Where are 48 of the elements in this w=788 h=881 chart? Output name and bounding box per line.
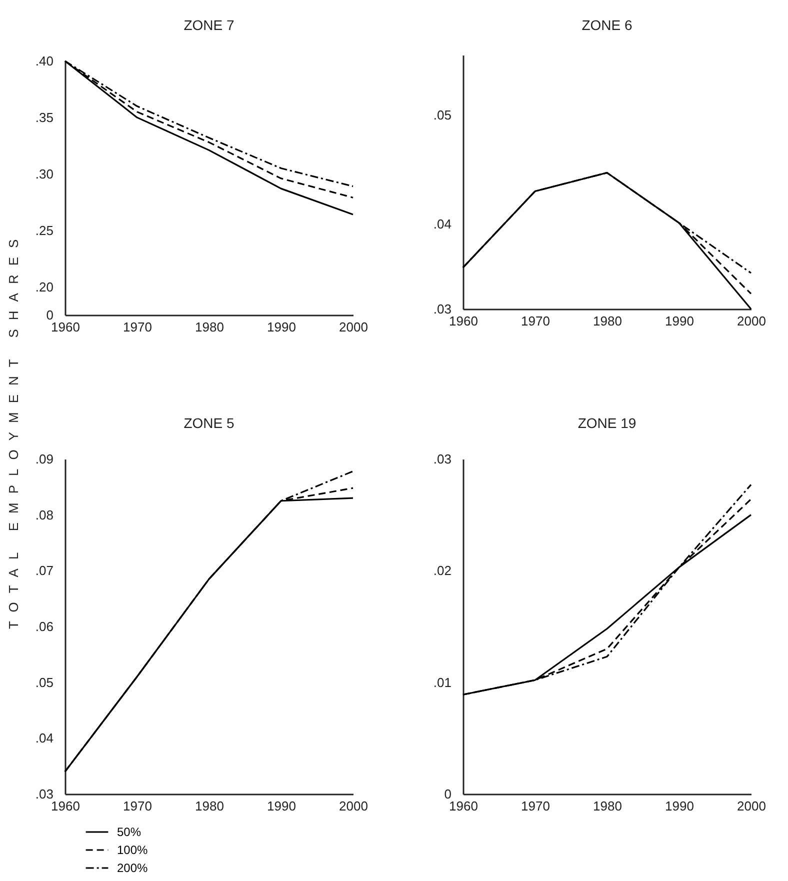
y-tick-label: .05 (433, 107, 452, 122)
y-tick-label: .25 (35, 222, 54, 238)
y-tick-label: .08 (35, 507, 54, 522)
legend-label: 200% (117, 861, 148, 875)
x-tick-label: 2000 (339, 320, 368, 334)
y-tick-label: .03 (433, 302, 452, 316)
x-tick-label: 2000 (737, 314, 766, 328)
x-tick-label: 1990 (267, 320, 296, 334)
chart-title: ZONE 7 (184, 17, 234, 33)
x-tick-label: 1970 (521, 798, 550, 814)
x-tick-label: 1980 (195, 320, 224, 334)
y-tick-label: 0 (46, 308, 54, 322)
legend-label: 50% (117, 825, 142, 839)
x-tick-label: 1980 (593, 314, 622, 328)
x-tick-label: 2000 (339, 798, 368, 814)
x-tick-label: 1960 (51, 320, 80, 334)
x-tick-label: 1960 (51, 798, 80, 814)
y-tick-label: .04 (433, 216, 452, 232)
y-tick-label: 0 (444, 786, 452, 802)
legend-label: 100% (117, 843, 148, 857)
y-tick-label: .30 (35, 166, 54, 182)
x-tick-label: 1970 (123, 798, 152, 814)
chart-title: ZONE 19 (578, 415, 636, 431)
y-tick-label: .03 (35, 786, 54, 802)
y-tick-label: .03 (433, 452, 452, 466)
y-tick-label: .40 (35, 54, 54, 68)
y-tick-label: .06 (35, 619, 54, 634)
y-axis-title: TOTAL EMPLOYMENT SHARES (6, 230, 21, 632)
x-tick-label: 1990 (267, 798, 296, 814)
y-tick-label: .20 (35, 279, 54, 294)
x-tick-label: 1970 (521, 314, 550, 328)
chart-title: ZONE 6 (582, 17, 632, 33)
y-tick-label: .02 (433, 563, 452, 578)
x-tick-label: 1970 (123, 320, 152, 334)
x-tick-label: 1960 (449, 314, 478, 328)
x-tick-label: 1960 (449, 798, 478, 814)
y-tick-label: .07 (35, 563, 54, 578)
y-tick-label: .04 (35, 730, 54, 746)
y-tick-label: .09 (35, 452, 54, 466)
x-tick-label: 1980 (195, 798, 224, 814)
y-tick-label: .35 (35, 110, 54, 125)
y-tick-label: .05 (35, 674, 54, 690)
x-tick-label: 2000 (737, 798, 766, 814)
x-tick-label: 1980 (593, 798, 622, 814)
chart-title: ZONE 5 (184, 415, 234, 431)
y-tick-label: .01 (433, 674, 452, 690)
x-tick-label: 1990 (665, 314, 694, 328)
x-tick-label: 1990 (665, 798, 694, 814)
